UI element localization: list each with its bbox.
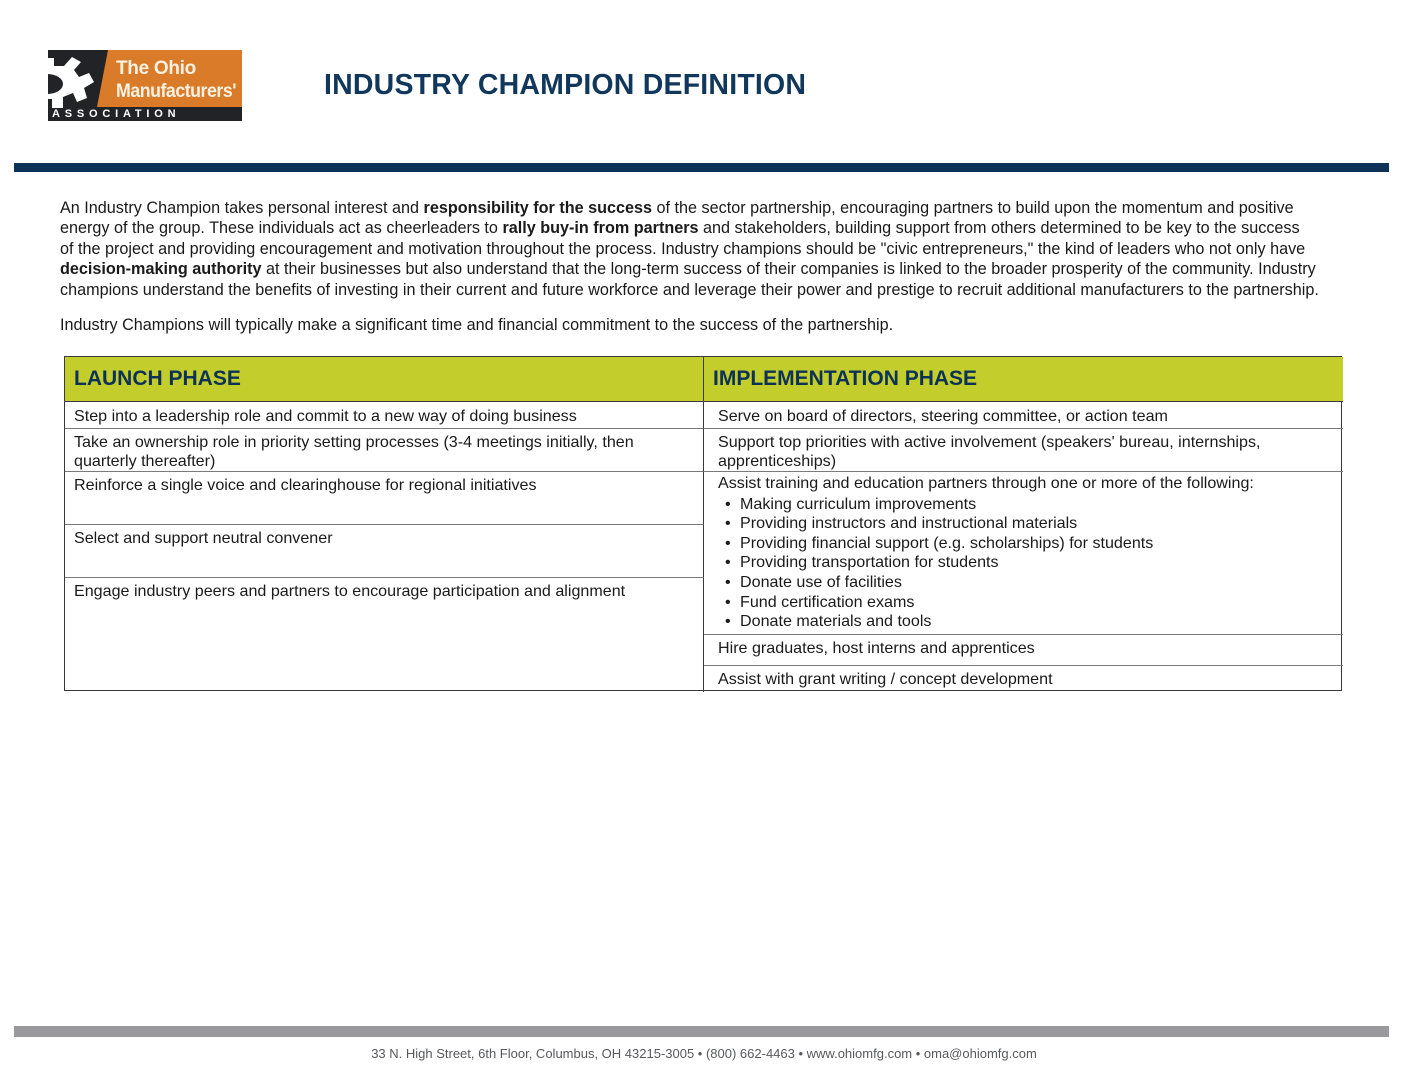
svg-text:The Ohio: The Ohio [116,58,196,79]
svg-text:Manufacturers': Manufacturers' [116,81,236,102]
svg-text:ASSOCIATION: ASSOCIATION [52,108,180,120]
